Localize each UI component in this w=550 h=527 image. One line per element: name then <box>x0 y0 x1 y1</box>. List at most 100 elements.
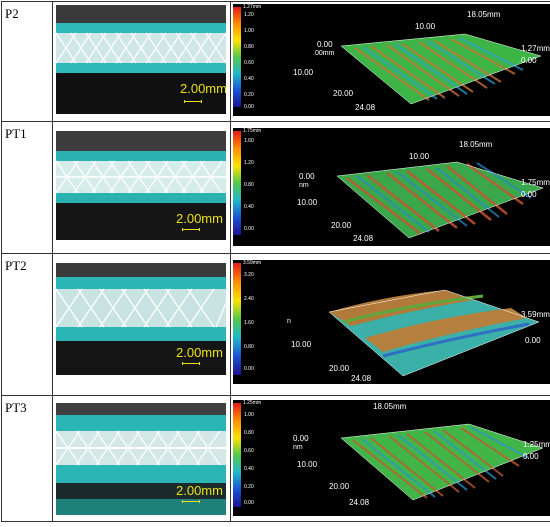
axis-z-min: 0.00 <box>521 190 537 199</box>
axis-x-unit: .00mm <box>313 50 335 57</box>
topography-cell: 3.59mm 3.20 2.40 1.60 0.80 0.00 n 3.59mm… <box>230 253 550 396</box>
axis-z-max: 1.25mm <box>523 440 550 449</box>
braid-image <box>56 263 226 375</box>
scale-label: 2.00mm <box>180 81 226 96</box>
axis-y-mid: 10.00 <box>297 198 318 207</box>
axis-z-max: 3.59mm <box>521 310 550 319</box>
colorbar-tick: 0.80 <box>244 44 254 50</box>
axis-x-max: 18.05mm <box>467 10 501 19</box>
surface-render <box>340 423 544 501</box>
colorbar-tick: 0.40 <box>244 466 254 472</box>
axis-z-max: 1.75mm <box>521 178 550 187</box>
axis-y-low: 20.00 <box>329 364 350 373</box>
colorbar-max: 1.27mm <box>243 4 262 10</box>
axis-z-max: 1.27mm <box>521 44 550 53</box>
axis-x-min: 0.00 <box>299 172 315 181</box>
colorbar-tick: 0.60 <box>244 448 254 454</box>
colorbar-tick: 1.00 <box>244 412 254 418</box>
axis-y-max: 24.08 <box>349 498 370 507</box>
axis-x-min: 0.00 <box>293 434 309 443</box>
topography-plot: 1.27mm 1.20 1.00 0.80 0.60 0.40 0.20 0.0… <box>233 4 550 116</box>
row-pt3: PT3 2.00mm <box>1 395 550 522</box>
scale-bar <box>182 500 200 503</box>
colorbar-tick: 0.40 <box>244 204 254 210</box>
colorbar-tick: 0.00 <box>244 226 254 232</box>
surface-render <box>340 33 542 105</box>
topography-plot: 1.75mm 1.60 1.20 0.80 0.40 0.00 18.05mm … <box>233 128 550 246</box>
colorbar-tick: 0.20 <box>244 92 254 98</box>
colorbar-tick: 0.00 <box>244 366 254 372</box>
axis-z-min: 0.00 <box>523 452 539 461</box>
row-label: PT1 <box>5 126 27 141</box>
axis-y-max: 24.08 <box>351 374 372 383</box>
axis-y-mid: 10.00 <box>297 460 318 469</box>
micrograph-photo: 2.00mm <box>56 5 226 114</box>
colorbar <box>233 263 241 375</box>
scale-bar <box>182 362 200 365</box>
colorbar <box>233 7 241 107</box>
colorbar-tick: 0.60 <box>244 60 254 66</box>
micrograph-photo: 2.00mm <box>56 131 226 240</box>
topography-cell: 1.25mm 1.00 0.80 0.60 0.40 0.20 0.00 18.… <box>230 395 550 522</box>
axis-y-low: 20.00 <box>329 482 350 491</box>
scale-bar <box>182 228 200 231</box>
scale-label: 2.00mm <box>176 483 223 498</box>
topography-plot: 1.25mm 1.00 0.80 0.60 0.40 0.20 0.00 18.… <box>233 400 550 516</box>
row-label: P2 <box>5 6 19 21</box>
axis-y-low: 20.00 <box>333 89 354 98</box>
axis-y-max: 24.08 <box>353 234 374 243</box>
row-p2: P2 2.00mm <box>1 1 550 122</box>
colorbar-max: 3.59mm <box>243 260 262 266</box>
colorbar-tick: 0.00 <box>244 104 254 110</box>
micrograph-photo: 2.00mm <box>56 403 226 515</box>
surface-render <box>328 289 540 377</box>
axis-y-mid: 10.00 <box>293 68 314 77</box>
colorbar-tick: 1.60 <box>244 320 254 326</box>
braid-image <box>56 131 226 240</box>
scale-label: 2.00mm <box>176 211 223 226</box>
axis-y-mid: 10.00 <box>291 340 312 349</box>
row-label: PT3 <box>5 400 27 415</box>
photo-cell: 2.00mm <box>52 1 231 122</box>
axis-z-min: 0.00 <box>521 56 537 65</box>
micrograph-photo: 2.00mm <box>56 263 226 375</box>
colorbar <box>233 403 241 507</box>
axis-y-max: 24.08 <box>355 103 376 112</box>
colorbar-tick: 3.20 <box>244 272 254 278</box>
axis-x-unit: nm <box>299 182 309 189</box>
colorbar-tick: 1.20 <box>244 12 254 18</box>
label-cell: PT1 <box>1 121 53 254</box>
axis-x-unit: n <box>287 318 291 325</box>
row-pt1: PT1 2.00mm <box>1 121 550 254</box>
label-cell: PT2 <box>1 253 53 396</box>
label-cell: PT3 <box>1 395 53 522</box>
colorbar-tick: 1.20 <box>244 160 254 166</box>
colorbar-tick: 0.20 <box>244 484 254 490</box>
colorbar-max: 1.25mm <box>243 400 262 406</box>
braid-image <box>56 403 226 515</box>
axis-y-mid-top: 10.00 <box>415 22 436 31</box>
row-label: PT2 <box>5 258 27 273</box>
row-pt2: PT2 2.00mm <box>1 253 550 396</box>
axis-y-low: 20.00 <box>331 221 352 230</box>
colorbar-tick: 1.00 <box>244 28 254 34</box>
colorbar-tick: 2.40 <box>244 296 254 302</box>
scale-label: 2.00mm <box>176 345 223 360</box>
colorbar-max: 1.75mm <box>243 128 262 134</box>
colorbar-tick: 0.00 <box>244 500 254 506</box>
photo-cell: 2.00mm <box>52 395 231 522</box>
colorbar-tick: 0.80 <box>244 430 254 436</box>
colorbar-tick: 1.60 <box>244 138 254 144</box>
topography-cell: 1.75mm 1.60 1.20 0.80 0.40 0.00 18.05mm … <box>230 121 550 254</box>
axis-x-min: 0.00 <box>317 40 333 49</box>
axis-y-mid-top: 10.00 <box>409 152 430 161</box>
surface-render <box>336 161 544 239</box>
scale-bar <box>184 100 202 103</box>
braid-image <box>56 5 226 114</box>
axis-x-max: 18.05mm <box>373 402 407 411</box>
topography-cell: 1.27mm 1.20 1.00 0.80 0.60 0.40 0.20 0.0… <box>230 1 550 122</box>
photo-cell: 2.00mm <box>52 121 231 254</box>
axis-x-unit: nm <box>293 444 303 451</box>
colorbar-tick: 0.80 <box>244 344 254 350</box>
